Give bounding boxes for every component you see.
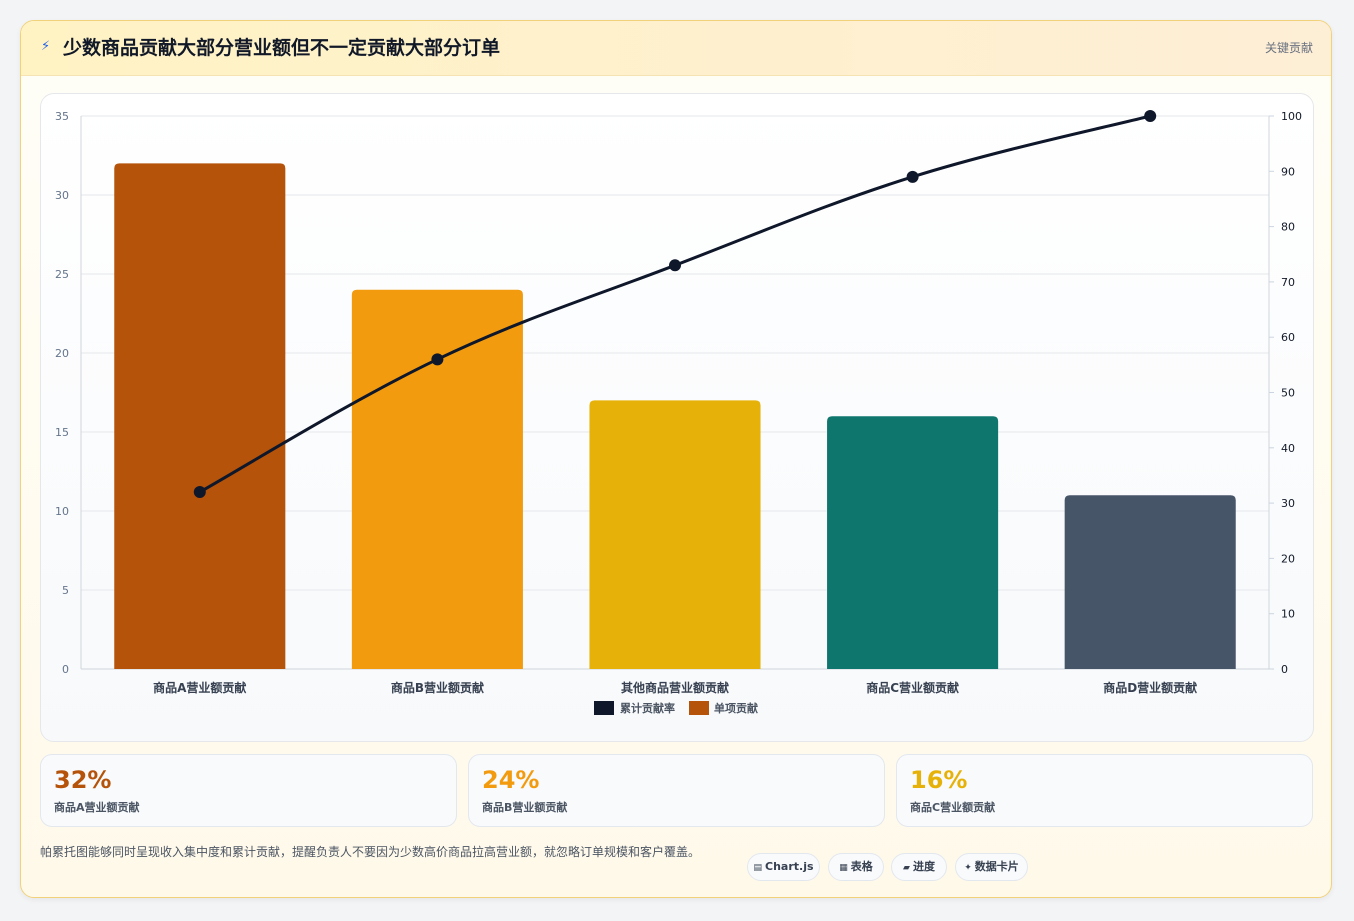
y-left-tick-label: 5	[62, 584, 69, 597]
stat-label: 商品B营业额贡献	[482, 801, 568, 814]
x-tick-label: 商品A营业额贡献	[153, 680, 246, 695]
y-left-tick-label: 0	[62, 663, 69, 676]
stat-value: 24%	[482, 766, 540, 794]
y-right-tick-label: 60	[1281, 331, 1295, 344]
cumulative-point	[431, 353, 444, 366]
y-right-tick-label: 40	[1281, 442, 1295, 455]
y-left-tick-label: 35	[55, 110, 69, 123]
card-title: 少数商品贡献大部分营业额但不一定贡献大部分订单	[63, 37, 501, 59]
y-right-tick-label: 30	[1281, 497, 1295, 510]
chart-icon: ▤	[753, 863, 762, 873]
bar	[827, 416, 999, 669]
pareto-chart: 0 5 10 15 20 25 30 35 0 10 20 30 40 50 60 70 80 90 100 商品A营…	[55, 110, 1302, 715]
y-left-tick-label: 25	[55, 268, 69, 281]
y-right-tick-label: 70	[1281, 276, 1295, 289]
chart-panel: 0 5 10 15 20 25 30 35 0 10 20 30 40 50 60 70 80 90 100 商品A营…	[40, 93, 1314, 742]
legend-swatch-cumulative	[594, 701, 614, 715]
legend-label: 单项贡献	[714, 701, 758, 715]
tag-label: 数据卡片	[974, 860, 1019, 873]
tag-label: 表格	[850, 860, 873, 873]
cumulative-point	[193, 486, 206, 499]
tag-progress[interactable]: ▰ 进度	[891, 853, 947, 881]
y-left-tick-label: 15	[55, 426, 69, 439]
y-right-tick-label: 20	[1281, 552, 1295, 565]
tag-chartjs[interactable]: ▤ Chart.js	[747, 853, 820, 881]
legend-swatch-single	[689, 701, 709, 715]
x-tick-label: 商品C营业额贡献	[866, 680, 959, 695]
cumulative-point	[906, 170, 919, 183]
lightning-icon: ⚡	[41, 39, 51, 54]
y-right-tick-label: 80	[1281, 221, 1295, 234]
tag-table[interactable]: ▦ 表格	[828, 853, 884, 881]
bar	[589, 400, 761, 669]
y-right-tick-label: 50	[1281, 387, 1295, 400]
card-header: ⚡ 少数商品贡献大部分营业额但不一定贡献大部分订单 关键贡献	[21, 21, 1331, 76]
y-left-tick-label: 20	[55, 347, 69, 360]
bar	[114, 163, 286, 669]
stat-card-a: 32% 商品A营业额贡献	[40, 754, 457, 827]
y-right-tick-label: 100	[1281, 110, 1302, 123]
chart-card: ⚡ 少数商品贡献大部分营业额但不一定贡献大部分订单 关键贡献 0 5 10 15 20 2…	[20, 20, 1332, 898]
tag-data-card[interactable]: ✦ 数据卡片	[955, 853, 1028, 881]
stat-label: 商品A营业额贡献	[54, 801, 140, 814]
y-left-tick-label: 30	[55, 189, 69, 202]
cumulative-point	[669, 259, 681, 272]
footnote: 帕累托图能够同时呈现收入集中度和累计贡献，提醒负责人不要因为少数高价商品拉高营业…	[40, 845, 701, 859]
x-tick-label: 其他商品营业额贡献	[621, 680, 729, 695]
sparkle-icon: ✦	[964, 863, 972, 873]
bar	[351, 289, 523, 669]
legend-label: 累计贡献率	[620, 701, 675, 715]
y-right-tick-label: 90	[1281, 165, 1295, 178]
table-icon: ▦	[839, 863, 848, 873]
tag-label: 进度	[912, 860, 935, 873]
stat-value: 32%	[54, 766, 112, 794]
stat-card-b: 24% 商品B营业额贡献	[468, 754, 885, 827]
cumulative-point	[1144, 110, 1157, 122]
stat-value: 16%	[910, 766, 968, 794]
y-left-tick-label: 10	[55, 505, 69, 518]
key-contribution-badge: 关键贡献	[1264, 41, 1313, 55]
y-right-tick-label: 0	[1281, 663, 1288, 676]
x-tick-label: 商品D营业额贡献	[1103, 680, 1197, 695]
tag-label: Chart.js	[765, 860, 814, 873]
x-tick-label: 商品B营业额贡献	[391, 680, 484, 695]
stat-label: 商品C营业额贡献	[910, 801, 996, 814]
stat-card-c: 16% 商品C营业额贡献	[896, 754, 1313, 827]
y-right-tick-label: 10	[1281, 608, 1295, 621]
progress-icon: ▰	[903, 863, 910, 873]
bar	[1064, 495, 1236, 669]
